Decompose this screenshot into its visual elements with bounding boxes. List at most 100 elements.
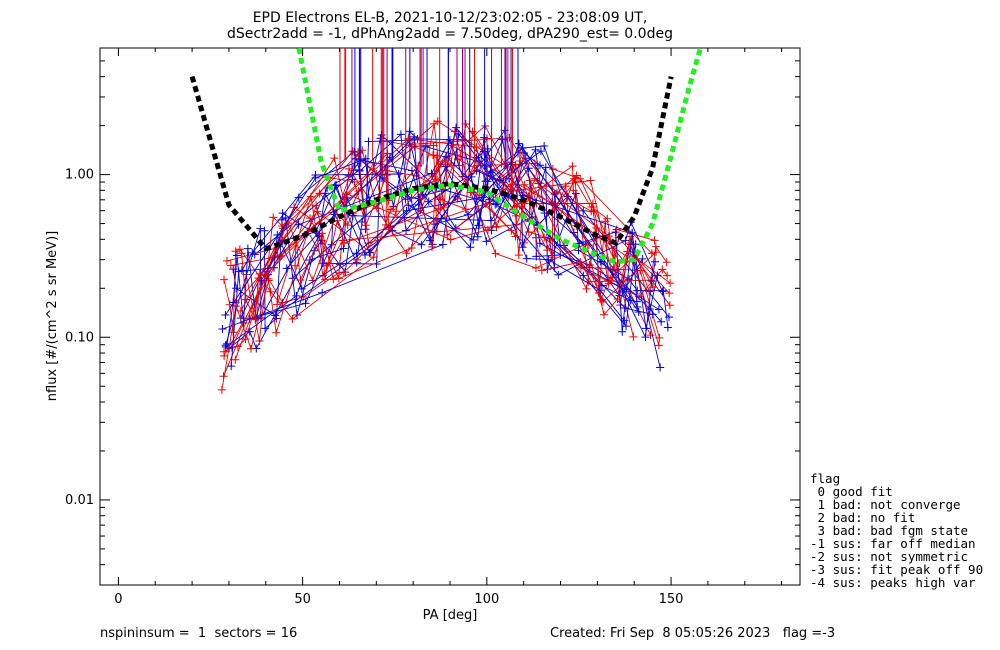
trace-point bbox=[246, 344, 255, 353]
trace-point bbox=[236, 306, 245, 315]
trace-point bbox=[652, 248, 661, 257]
trace-point bbox=[438, 240, 447, 249]
trace-point bbox=[522, 254, 531, 263]
x-tick-label: 150 bbox=[659, 592, 684, 607]
trace-point bbox=[320, 275, 329, 284]
trace-point bbox=[339, 268, 348, 277]
trace-point bbox=[662, 258, 671, 267]
trace-point bbox=[392, 207, 401, 216]
trace-point bbox=[665, 301, 674, 310]
trace-point bbox=[658, 287, 667, 296]
trace-point bbox=[569, 186, 578, 195]
trace-point bbox=[531, 145, 540, 154]
legend-entry: 2 bad: no fit bbox=[810, 510, 916, 525]
y-axis-label: nflux [#/(cm^2 s sr MeV)] bbox=[45, 231, 60, 401]
trace-point bbox=[452, 123, 461, 132]
trace-point bbox=[318, 259, 327, 268]
trace-point bbox=[369, 253, 378, 262]
trace-point bbox=[461, 205, 470, 214]
trace-point bbox=[646, 331, 655, 340]
trace-point bbox=[361, 250, 370, 259]
trace-point bbox=[407, 244, 416, 253]
trace-point bbox=[659, 286, 668, 295]
trace-line bbox=[237, 152, 660, 347]
trace-point bbox=[543, 246, 552, 255]
trace-point bbox=[491, 249, 500, 258]
trace-point bbox=[625, 239, 634, 248]
trace-point bbox=[443, 231, 452, 240]
trace-point bbox=[613, 294, 622, 303]
trace-point bbox=[318, 288, 327, 297]
trace-point bbox=[329, 275, 338, 284]
trace-point bbox=[648, 283, 657, 292]
legend-entry: 0 good fit bbox=[810, 484, 893, 499]
trace-point bbox=[416, 194, 425, 203]
trace-point bbox=[445, 136, 454, 144]
trace-point bbox=[340, 198, 349, 207]
trace-point bbox=[425, 236, 434, 245]
trace-point bbox=[633, 286, 642, 295]
trace-point bbox=[237, 266, 246, 275]
trace-point bbox=[654, 341, 663, 350]
trace-point bbox=[288, 315, 297, 324]
trace-point bbox=[235, 245, 244, 254]
trace-point bbox=[312, 201, 321, 210]
trace-point bbox=[516, 148, 525, 157]
trace-point bbox=[628, 228, 637, 237]
trace-point bbox=[428, 242, 437, 251]
trace-point bbox=[579, 271, 588, 280]
trace-point bbox=[297, 284, 306, 293]
trace-point bbox=[622, 322, 631, 331]
trace-point bbox=[666, 279, 675, 288]
trace-point bbox=[292, 291, 301, 300]
trace-point bbox=[507, 168, 516, 177]
tick-layer: 0 50 100 150 0.01 0.10 1.00 bbox=[65, 47, 800, 607]
trace-point bbox=[598, 297, 607, 306]
trace-point bbox=[441, 162, 450, 171]
trace-point bbox=[647, 249, 656, 258]
x-axis-label: PA [deg] bbox=[423, 608, 478, 623]
trace-point bbox=[663, 271, 672, 280]
trace-point bbox=[634, 307, 643, 316]
trace-point bbox=[273, 300, 282, 309]
trace-line bbox=[276, 178, 650, 306]
trace-point bbox=[495, 176, 504, 185]
trace-point bbox=[511, 232, 520, 241]
trace-point bbox=[254, 273, 263, 282]
legend-entry: -2 sus: not symmetric bbox=[810, 549, 969, 564]
trace-point bbox=[251, 315, 260, 324]
trace-point bbox=[248, 248, 257, 257]
trace-point bbox=[483, 225, 492, 234]
trace-point bbox=[433, 117, 442, 126]
trace-point bbox=[321, 189, 330, 198]
trace-point bbox=[665, 289, 674, 298]
legend-title: flag bbox=[810, 471, 841, 486]
trace-point bbox=[561, 182, 570, 191]
trace-point bbox=[518, 143, 527, 152]
trace-point bbox=[429, 151, 438, 160]
x-tick-label: 50 bbox=[294, 592, 311, 607]
trace-point bbox=[430, 220, 439, 229]
trace-point bbox=[311, 173, 320, 182]
trace-point bbox=[464, 210, 473, 219]
trace-point bbox=[572, 171, 581, 180]
trace-point bbox=[218, 325, 227, 334]
trace-point bbox=[620, 316, 629, 325]
trace-point bbox=[261, 271, 270, 280]
trace-point bbox=[339, 244, 348, 253]
trace-point bbox=[226, 261, 235, 270]
trace-point bbox=[381, 166, 390, 175]
trace-point bbox=[596, 286, 605, 295]
trace-point bbox=[306, 192, 315, 201]
trace-line bbox=[230, 142, 640, 367]
trace-point bbox=[514, 251, 523, 260]
trace-point bbox=[579, 206, 588, 215]
trace-point bbox=[233, 342, 242, 351]
trace-point bbox=[472, 166, 481, 175]
trace-point bbox=[507, 226, 516, 235]
trace-point bbox=[656, 363, 665, 372]
trace-point bbox=[294, 220, 303, 229]
trace-point bbox=[410, 132, 419, 141]
trace-point bbox=[663, 323, 672, 332]
trace-point bbox=[269, 213, 278, 222]
